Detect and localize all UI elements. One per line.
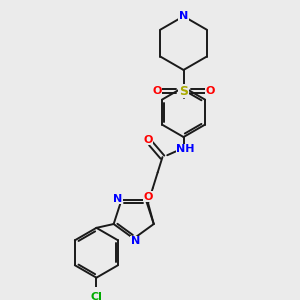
Text: NH: NH (176, 145, 195, 154)
Text: S: S (179, 85, 188, 98)
Text: O: O (143, 135, 153, 145)
Text: N: N (179, 11, 188, 21)
Text: N: N (131, 236, 140, 247)
Text: O: O (152, 86, 161, 96)
Text: N: N (113, 194, 122, 203)
Text: O: O (206, 86, 215, 96)
Text: O: O (143, 192, 153, 202)
Text: Cl: Cl (91, 292, 102, 300)
